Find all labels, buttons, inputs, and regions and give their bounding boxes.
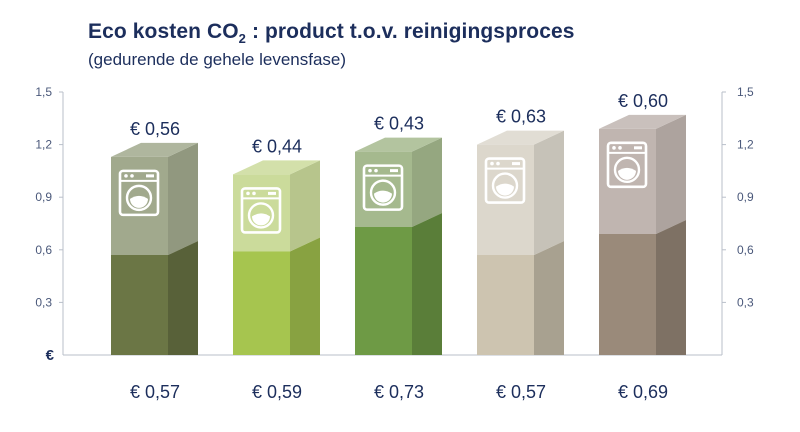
bar-segment-bottom bbox=[355, 213, 442, 355]
bar-5 bbox=[599, 114, 686, 355]
bars bbox=[111, 114, 686, 355]
value-label-top: € 0,63 bbox=[496, 107, 546, 127]
bar-2 bbox=[233, 160, 320, 355]
y-tick-label-right: 0,9 bbox=[737, 190, 754, 204]
y-unit-label: € bbox=[46, 347, 55, 364]
value-label-top: € 0,60 bbox=[618, 91, 668, 111]
bar-segment-top bbox=[111, 142, 198, 256]
value-label-top: € 0,43 bbox=[374, 114, 424, 134]
y-tick-label-right: 0,6 bbox=[737, 243, 754, 257]
washing-machine-icon bbox=[484, 157, 526, 204]
y-tick-label-left: 0,3 bbox=[35, 295, 52, 309]
bar-segment-top bbox=[233, 160, 320, 252]
y-tick-label-right: 1,5 bbox=[737, 85, 754, 99]
y-tick-label-left: 1,2 bbox=[35, 138, 52, 152]
washing-machine-icon bbox=[362, 164, 404, 211]
value-label-bottom: € 0,57 bbox=[496, 382, 546, 402]
washing-machine-icon bbox=[240, 187, 282, 234]
y-tick-label-right: 1,2 bbox=[737, 138, 754, 152]
bar-4 bbox=[477, 130, 564, 355]
value-label-top: € 0,44 bbox=[252, 136, 302, 156]
washing-machine-icon bbox=[606, 141, 648, 189]
title-rest: : product t.o.v. reinigingsproces bbox=[246, 20, 575, 43]
washing-machine-icon bbox=[118, 169, 160, 217]
bar-segment-bottom bbox=[233, 237, 320, 355]
axes: 0,3 0,3 0,6 0,6 0,9 0,9 1,2 1,2 1,5 1,5 € bbox=[35, 85, 754, 364]
bar-segment-top bbox=[477, 130, 564, 256]
chart-subtitle: (gedurende de gehele levensfase) bbox=[88, 50, 347, 69]
value-labels: € 0,56 € 0,57 € 0,44 € 0,59 € 0,43 € 0,73 € 0,… bbox=[130, 91, 668, 402]
value-label-bottom: € 0,59 bbox=[252, 382, 302, 402]
y-tick-label-left: 0,9 bbox=[35, 190, 52, 204]
bar-3 bbox=[355, 137, 442, 355]
bar-segment-top bbox=[599, 114, 686, 235]
title-subscript: 2 bbox=[238, 31, 247, 47]
chart-title: Eco kosten CO2 : product t.o.v. reinigin… bbox=[88, 20, 575, 46]
value-label-bottom: € 0,73 bbox=[374, 382, 424, 402]
y-tick-label-left: 1,5 bbox=[35, 85, 52, 99]
bar-segment-bottom bbox=[111, 241, 198, 355]
bar-segment-bottom bbox=[477, 241, 564, 355]
value-label-bottom: € 0,57 bbox=[130, 382, 180, 402]
bar-segment-top bbox=[355, 137, 442, 228]
value-label-bottom: € 0,69 bbox=[618, 382, 668, 402]
title-main: Eco kosten CO bbox=[88, 20, 239, 43]
value-label-top: € 0,56 bbox=[130, 119, 180, 139]
y-tick-label-left: 0,6 bbox=[35, 243, 52, 257]
y-tick-label-right: 0,3 bbox=[737, 295, 754, 309]
bar-1 bbox=[111, 142, 198, 355]
bar-segment-bottom bbox=[599, 220, 686, 355]
